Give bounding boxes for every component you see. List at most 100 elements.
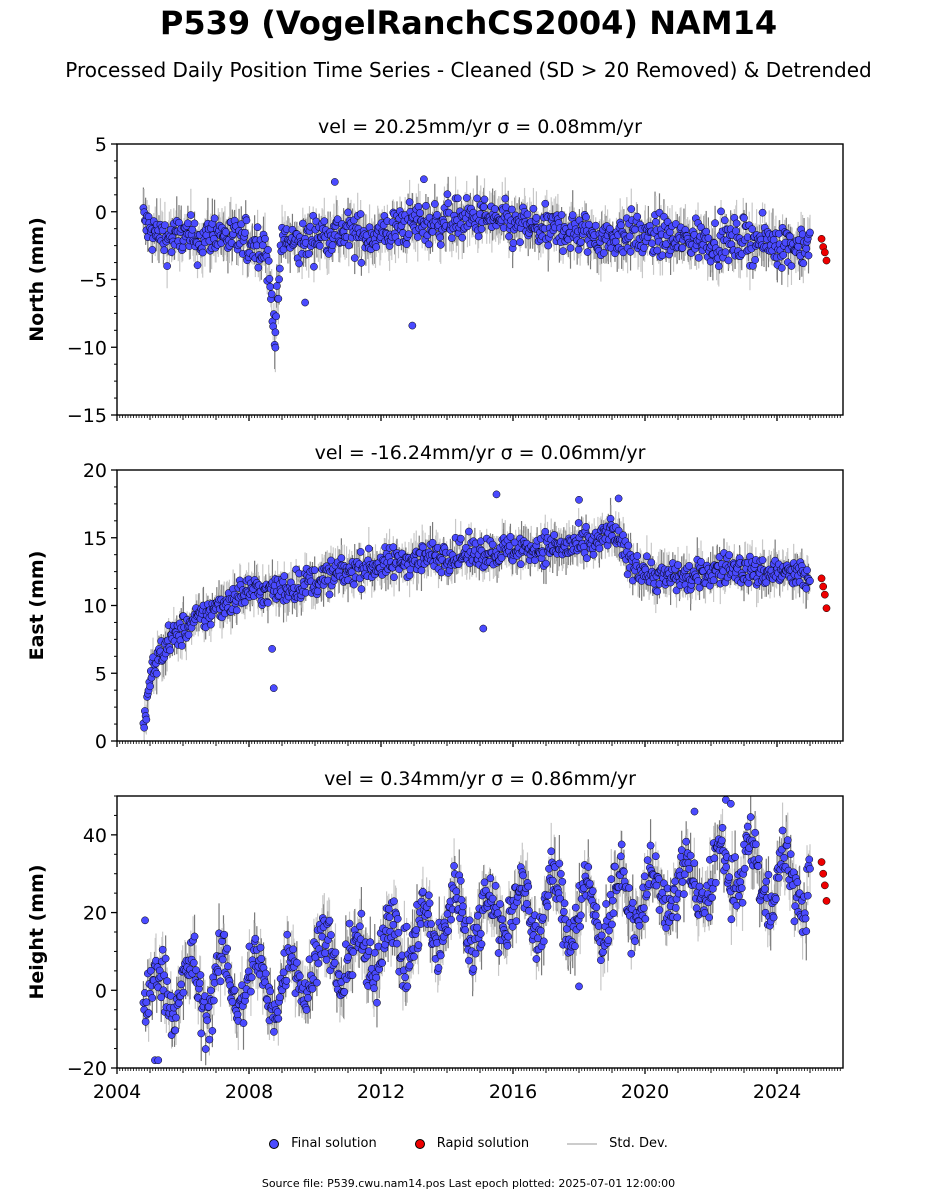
final-solution-point <box>695 583 704 592</box>
std-dev-bars <box>142 497 811 741</box>
final-solution-point <box>542 559 550 568</box>
final-solution-point <box>414 202 423 211</box>
final-solution-point <box>559 247 567 255</box>
final-solution-point <box>509 239 518 247</box>
final-solution-point <box>544 241 553 250</box>
final-solution-point <box>577 238 585 246</box>
final-solution-point <box>474 232 483 241</box>
final-solution-point <box>702 227 711 236</box>
final-solution-point <box>436 241 445 249</box>
y-tick-label: −15 <box>67 405 107 427</box>
final-solution-point <box>264 257 273 265</box>
final-solution-point <box>241 598 249 607</box>
final-solution-point <box>574 245 583 254</box>
rapid-solution-point <box>822 604 831 613</box>
final-solution-point <box>402 240 411 249</box>
final-solution-point <box>405 198 414 206</box>
final-solution-point <box>714 262 723 271</box>
final-solution-point <box>479 203 488 211</box>
rapid-solution-points <box>817 574 831 613</box>
y-tick-label: 15 <box>83 528 107 550</box>
final-solution-point <box>337 554 346 562</box>
final-solution-point <box>762 578 771 587</box>
final-solution-point <box>272 312 280 321</box>
final-solution-point <box>416 209 424 217</box>
final-solution-point <box>725 551 734 559</box>
figure-title: P539 (VogelRanchCS2004) NAM14 <box>159 4 778 42</box>
final-solution-point <box>313 587 322 596</box>
final-solution-points <box>139 175 814 352</box>
final-solution-point <box>651 218 660 226</box>
final-solution-point <box>658 251 667 260</box>
final-solution-point <box>241 228 249 237</box>
final-solution-point <box>184 630 193 639</box>
final-solution-point <box>633 212 642 221</box>
final-solution-point <box>724 256 733 265</box>
final-solution-point <box>786 232 794 241</box>
final-solution-point <box>732 227 740 235</box>
final-solution-point <box>372 243 381 251</box>
y-tick-label: −10 <box>67 337 107 359</box>
y-tick-label: 5 <box>95 134 107 156</box>
final-solution-point <box>350 580 358 589</box>
panel-title: vel = 0.34mm/yr σ = 0.86mm/yr <box>324 768 636 790</box>
final-solution-point <box>417 566 426 575</box>
final-solution-point <box>161 221 169 229</box>
final-solution-point <box>344 208 352 217</box>
final-solution-point <box>583 248 592 256</box>
final-solution-point <box>265 274 274 283</box>
final-solution-point <box>301 298 309 307</box>
final-solution-point <box>364 544 373 553</box>
final-solution-point <box>574 519 583 527</box>
final-solution-point <box>347 568 356 576</box>
final-solution-point <box>316 242 324 250</box>
final-solution-point <box>425 240 433 249</box>
final-solution-point <box>310 566 319 574</box>
plot-frame <box>116 143 844 416</box>
final-solution-point <box>357 258 366 267</box>
final-solution-point <box>390 573 398 582</box>
final-solution-point <box>647 558 656 567</box>
final-solution-point <box>271 328 280 337</box>
final-solution-point <box>190 219 199 228</box>
final-solution-point <box>600 249 608 257</box>
final-solution-point <box>344 241 353 250</box>
final-solution-point <box>198 248 207 257</box>
final-solution-point <box>529 204 538 213</box>
final-solution-point <box>625 232 634 241</box>
final-solution-point <box>295 259 303 268</box>
final-solution-point <box>709 576 718 585</box>
final-solution-point <box>275 275 283 284</box>
final-solution-point <box>582 213 590 221</box>
final-solution-point <box>491 205 499 213</box>
final-solution-point <box>422 201 430 210</box>
final-solution-point <box>152 669 161 678</box>
final-solution-point <box>261 234 269 243</box>
rapid-solution-point <box>821 248 829 257</box>
final-solution-point <box>582 554 591 563</box>
final-solution-point <box>420 175 428 184</box>
final-solution-point <box>221 228 230 236</box>
final-solution-point <box>298 219 307 228</box>
final-solution-point <box>430 200 439 208</box>
final-solution-point <box>330 178 339 186</box>
final-solution-point <box>606 514 615 523</box>
final-solution-point <box>804 251 813 260</box>
final-solution-point <box>146 682 154 691</box>
y-tick-label: 0 <box>95 731 107 753</box>
final-solution-point <box>320 217 329 226</box>
final-solution-point <box>350 254 359 262</box>
final-solution-point <box>575 495 583 504</box>
final-solution-point <box>697 557 705 566</box>
final-solution-point <box>304 249 313 258</box>
final-solution-point <box>685 561 693 570</box>
final-solution-point <box>541 199 550 208</box>
final-solution-point <box>444 199 453 208</box>
final-solution-point <box>643 552 651 561</box>
final-solution-point <box>267 290 276 298</box>
final-solution-point <box>589 550 598 559</box>
final-solution-point <box>617 221 625 230</box>
rapid-solution-point <box>817 574 826 583</box>
panel-title: vel = -16.24mm/yr σ = 0.06mm/yr <box>315 442 646 464</box>
final-solution-point <box>633 552 642 560</box>
